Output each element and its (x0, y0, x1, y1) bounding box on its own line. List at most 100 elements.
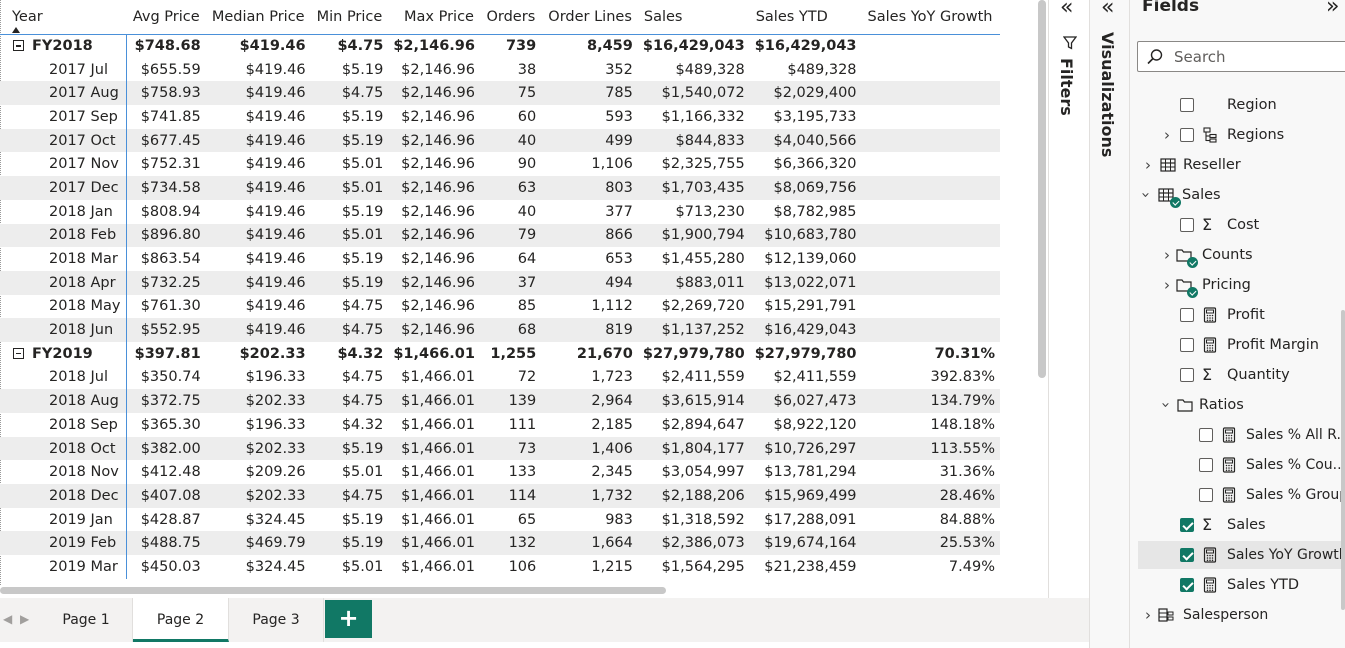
matrix-cell: 499 (541, 128, 638, 153)
column-header[interactable]: Min Price (310, 0, 389, 35)
row-header: 2018 Apr (0, 270, 127, 295)
chevron-right-icon[interactable]: › (1164, 246, 1170, 264)
field-checkbox-checked[interactable] (1180, 548, 1194, 562)
field-profit[interactable]: Profit (1130, 301, 1345, 329)
field-checkbox[interactable] (1180, 218, 1194, 232)
matrix-row[interactable]: 2018 Sep $365.30 $196.33 $4.32 $1,466.01 111 2… (0, 413, 1000, 437)
field-checkbox[interactable] (1199, 458, 1213, 472)
matrix-row[interactable]: 2018 Dec $407.08 $202.33 $4.75 $1,466.01 114 1… (0, 484, 1000, 508)
matrix-group-row[interactable]: FY2018 $748.68 $419.46 $4.75 $2,146.96 739 8,4… (0, 34, 1000, 58)
matrix-row[interactable]: 2018 Jul $350.74 $196.33 $4.75 $1,466.01 72 1,… (0, 365, 1000, 390)
page-tab-3[interactable]: Page 3 (229, 598, 324, 642)
field-cost[interactable]: Σ Cost (1130, 211, 1345, 239)
matrix-cell: $419.46 (245, 156, 306, 173)
matrix-row[interactable]: 2018 May $761.30 $419.46 $4.75 $2,146.96 85 1,… (0, 294, 1000, 319)
matrix-row[interactable]: 2018 Aug $372.75 $202.33 $4.75 $1,466.01 139 2… (0, 389, 1000, 413)
matrix-cell: $5.19 (310, 531, 389, 556)
field-sales-ytd[interactable]: Sales YTD (1130, 571, 1345, 599)
matrix-cell: $8,069,756 (749, 176, 862, 200)
matrix-row[interactable]: 2017 Sep $741.85 $419.46 $5.19 $2,146.96 60 59… (0, 105, 1000, 129)
filters-collapse-chevron-icon[interactable]: « (1060, 0, 1074, 20)
filters-pane[interactable]: « Filters (1049, 0, 1089, 598)
fields-search-input[interactable]: Search (1137, 41, 1345, 72)
row-header-label: 2019 Feb (49, 535, 117, 552)
matrix-row[interactable]: 2017 Aug $758.93 $419.46 $4.75 $2,146.96 75 78… (0, 81, 1000, 106)
matrix-row[interactable]: 2019 Mar $450.03 $324.45 $5.01 $1,466.01 106 1… (0, 555, 1000, 579)
column-header[interactable]: Orders (479, 0, 542, 35)
field-region[interactable]: Region (1130, 91, 1345, 119)
sort-ascending-icon[interactable] (12, 26, 20, 33)
field-quantity[interactable]: Σ Quantity (1130, 361, 1345, 389)
matrix-row[interactable]: 2018 Jun $552.95 $419.46 $4.75 $2,146.96 68 81… (0, 318, 1000, 342)
field-sales-yoy-growth[interactable]: Sales YoY Growth (1138, 541, 1345, 569)
visualizations-collapse-chevron-icon[interactable]: « (1101, 0, 1115, 20)
field-checkbox-checked[interactable] (1180, 578, 1194, 592)
table-salesperson[interactable]: › Salesperson (1130, 601, 1345, 629)
page-tab-2[interactable]: Page 2 (133, 598, 229, 642)
field-sales-pct-cou[interactable]: Sales % Cou... (1130, 451, 1345, 479)
matrix-row[interactable]: 2018 Apr $732.25 $419.46 $5.19 $2,146.96 37 49… (0, 270, 1000, 295)
chevron-down-icon[interactable]: › (1157, 402, 1175, 408)
field-checkbox[interactable] (1180, 338, 1194, 352)
matrix-group-row[interactable]: FY2019 $397.81 $202.33 $4.32 $1,466.01 1,255 2… (0, 341, 1000, 366)
matrix-row[interactable]: 2017 Oct $677.45 $419.46 $5.19 $2,146.96 40 49… (0, 128, 1000, 153)
matrix-row[interactable]: 2019 Feb $488.75 $469.79 $5.19 $1,466.01 132 1… (0, 531, 1000, 556)
folder-pricing[interactable]: › Pricing (1130, 271, 1345, 299)
visualizations-pane[interactable]: « Visualizations (1089, 0, 1130, 648)
column-header[interactable]: Avg Price (126, 0, 206, 35)
page-tab-1[interactable]: Page 1 (40, 598, 133, 642)
matrix-cell: $896.80 (126, 223, 206, 248)
fields-scrollbar[interactable] (1341, 310, 1345, 610)
chevron-right-icon[interactable]: › (1164, 276, 1170, 294)
field-sales-measure[interactable]: Σ Sales (1130, 511, 1345, 539)
column-header[interactable]: Sales YoY Growth (861, 0, 1000, 35)
field-checkbox-checked[interactable] (1180, 518, 1194, 532)
folder-ratios[interactable]: › Ratios (1130, 391, 1345, 419)
matrix-cell: 111 (508, 416, 537, 433)
column-header[interactable]: Max Price (388, 0, 480, 35)
field-checkbox[interactable] (1180, 98, 1194, 112)
add-page-button[interactable]: + (325, 600, 372, 638)
folder-counts[interactable]: › Counts (1130, 241, 1345, 269)
field-sales-pct-group[interactable]: Sales % Group (1130, 481, 1345, 509)
chevron-right-icon[interactable]: › (1145, 606, 1151, 624)
tab-scroll-right-icon[interactable]: ▶ (20, 612, 30, 626)
field-sales-pct-all[interactable]: Sales % All R... (1130, 421, 1345, 449)
matrix-cell: $1,466.01 (393, 345, 475, 362)
collapse-icon[interactable] (13, 40, 24, 52)
canvas-vertical-scrollbar[interactable] (1038, 0, 1046, 378)
matrix-cell: $655.59 (140, 61, 201, 78)
column-header[interactable]: Sales (637, 0, 750, 35)
matrix-row[interactable]: 2019 Jan $428.87 $324.45 $5.19 $1,466.01 65 98… (0, 507, 1000, 532)
field-regions[interactable]: › Regions (1130, 121, 1345, 149)
field-checkbox[interactable] (1180, 128, 1194, 142)
column-header[interactable]: Order Lines (541, 0, 638, 35)
matrix-row[interactable]: 2017 Dec $734.58 $419.46 $5.01 $2,146.96 63 80… (0, 176, 1000, 200)
collapse-icon[interactable] (13, 347, 24, 359)
matrix-visual[interactable]: Year Avg Price Median Price Min Price Max Pr… (0, 0, 1000, 585)
column-header[interactable]: Year (0, 0, 127, 35)
table-sales[interactable]: › Sales (1130, 181, 1345, 209)
matrix-row[interactable]: 2018 Jan $808.94 $419.46 $5.19 $2,146.96 40 37… (0, 199, 1000, 224)
matrix-row[interactable]: 2018 Mar $863.54 $419.46 $5.19 $2,146.96 64 65… (0, 247, 1000, 271)
matrix-horizontal-scrollbar[interactable] (0, 587, 666, 594)
chevron-right-icon[interactable]: › (1164, 126, 1170, 144)
chevron-down-icon[interactable]: › (1137, 192, 1155, 198)
matrix-row[interactable]: 2018 Nov $412.48 $209.26 $5.01 $1,466.01 133 2… (0, 460, 1000, 485)
chevron-right-icon[interactable]: › (1145, 156, 1151, 174)
tab-scroll-left-icon[interactable]: ◀ (3, 612, 13, 626)
matrix-row[interactable]: 2018 Oct $382.00 $202.33 $5.19 $1,466.01 73 1,… (0, 436, 1000, 461)
field-checkbox[interactable] (1180, 308, 1194, 322)
field-checkbox[interactable] (1199, 488, 1213, 502)
field-checkbox[interactable] (1180, 368, 1194, 382)
matrix-cell: $808.94 (140, 203, 201, 220)
fields-expand-chevron-icon[interactable]: » (1326, 0, 1340, 19)
matrix-row[interactable]: 2018 Feb $896.80 $419.46 $5.01 $2,146.96 79 86… (0, 223, 1000, 248)
column-header[interactable]: Sales YTD (749, 0, 862, 35)
matrix-row[interactable]: 2017 Nov $752.31 $419.46 $5.01 $2,146.96 90 1,… (0, 152, 1000, 177)
column-header[interactable]: Median Price (205, 0, 311, 35)
matrix-row[interactable]: 2017 Jul $655.59 $419.46 $5.19 $2,146.96 38 35… (0, 57, 1000, 82)
field-profit-margin[interactable]: Profit Margin (1130, 331, 1345, 359)
field-checkbox[interactable] (1199, 428, 1213, 442)
table-reseller[interactable]: › Reseller (1130, 151, 1345, 179)
